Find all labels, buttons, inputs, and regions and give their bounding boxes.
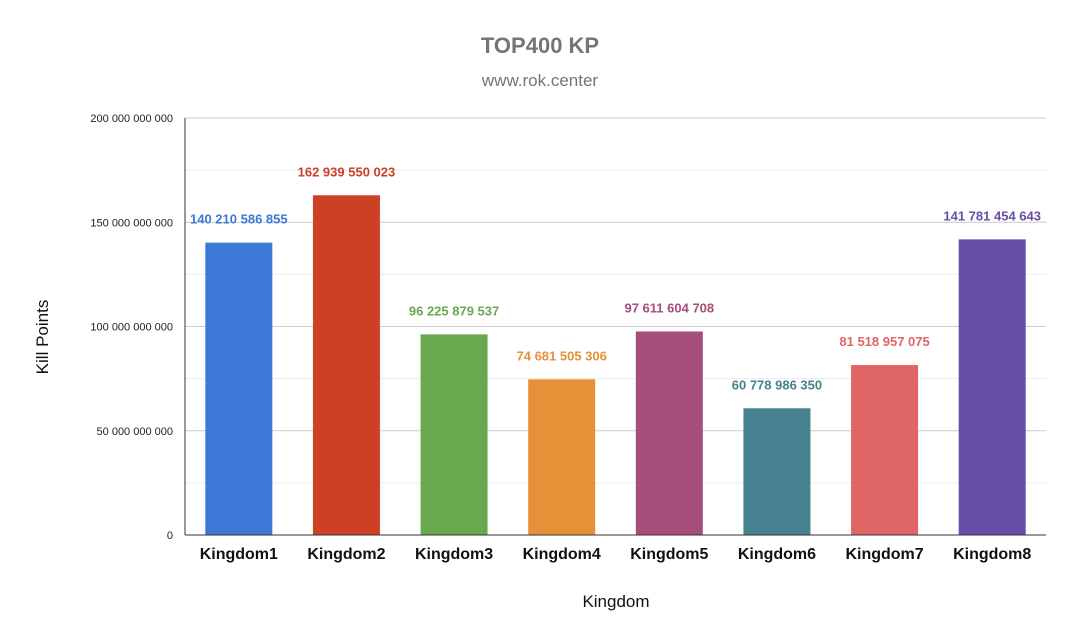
data-label: 74 681 505 306 [517,348,607,363]
y-tick-label: 100 000 000 000 [90,322,173,334]
y-tick-label: 0 [167,530,173,542]
x-tick-label: Kingdom3 [415,546,493,563]
y-tick-label: 150 000 000 000 [90,217,173,229]
data-labels: 140 210 586 855 162 939 550 023 96 225 879… [190,164,1041,392]
data-label: 97 611 604 708 [624,300,714,315]
data-label: 141 781 454 643 [943,208,1041,223]
data-label: 162 939 550 023 [298,164,396,179]
y-axis-label: Kill Points [33,300,52,375]
x-tick-label: Kingdom5 [630,546,708,563]
y-tick-label: 50 000 000 000 [97,426,173,438]
bar [958,239,1026,535]
bar [851,365,919,535]
x-tick-label: Kingdom2 [307,546,385,563]
bars [205,195,1026,535]
bar [635,331,703,535]
x-axis-label: Kingdom [582,592,649,611]
y-axis-ticks: 0 50 000 000 000 100 000 000 000 150 000 00… [90,113,173,542]
x-axis-ticks: Kingdom1 Kingdom2 Kingdom3 Kingdom4 Kingdom5… [200,546,1032,563]
x-tick-label: Kingdom6 [738,546,816,563]
data-label: 60 778 986 350 [732,377,822,392]
bar [312,195,380,535]
y-tick-label: 200 000 000 000 [90,113,173,125]
data-label: 96 225 879 537 [409,303,499,318]
bar [420,334,488,535]
data-label: 140 210 586 855 [190,212,288,227]
bar [743,408,811,535]
bar [205,242,273,535]
x-tick-label: Kingdom8 [953,546,1031,563]
x-tick-label: Kingdom4 [523,546,601,563]
x-tick-label: Kingdom7 [845,546,923,563]
data-label: 81 518 957 075 [839,334,929,349]
bar [528,379,596,535]
x-tick-label: Kingdom1 [200,546,278,563]
chart-subtitle: www.rok.center [481,71,599,90]
chart-title: TOP400 KP [481,33,599,58]
